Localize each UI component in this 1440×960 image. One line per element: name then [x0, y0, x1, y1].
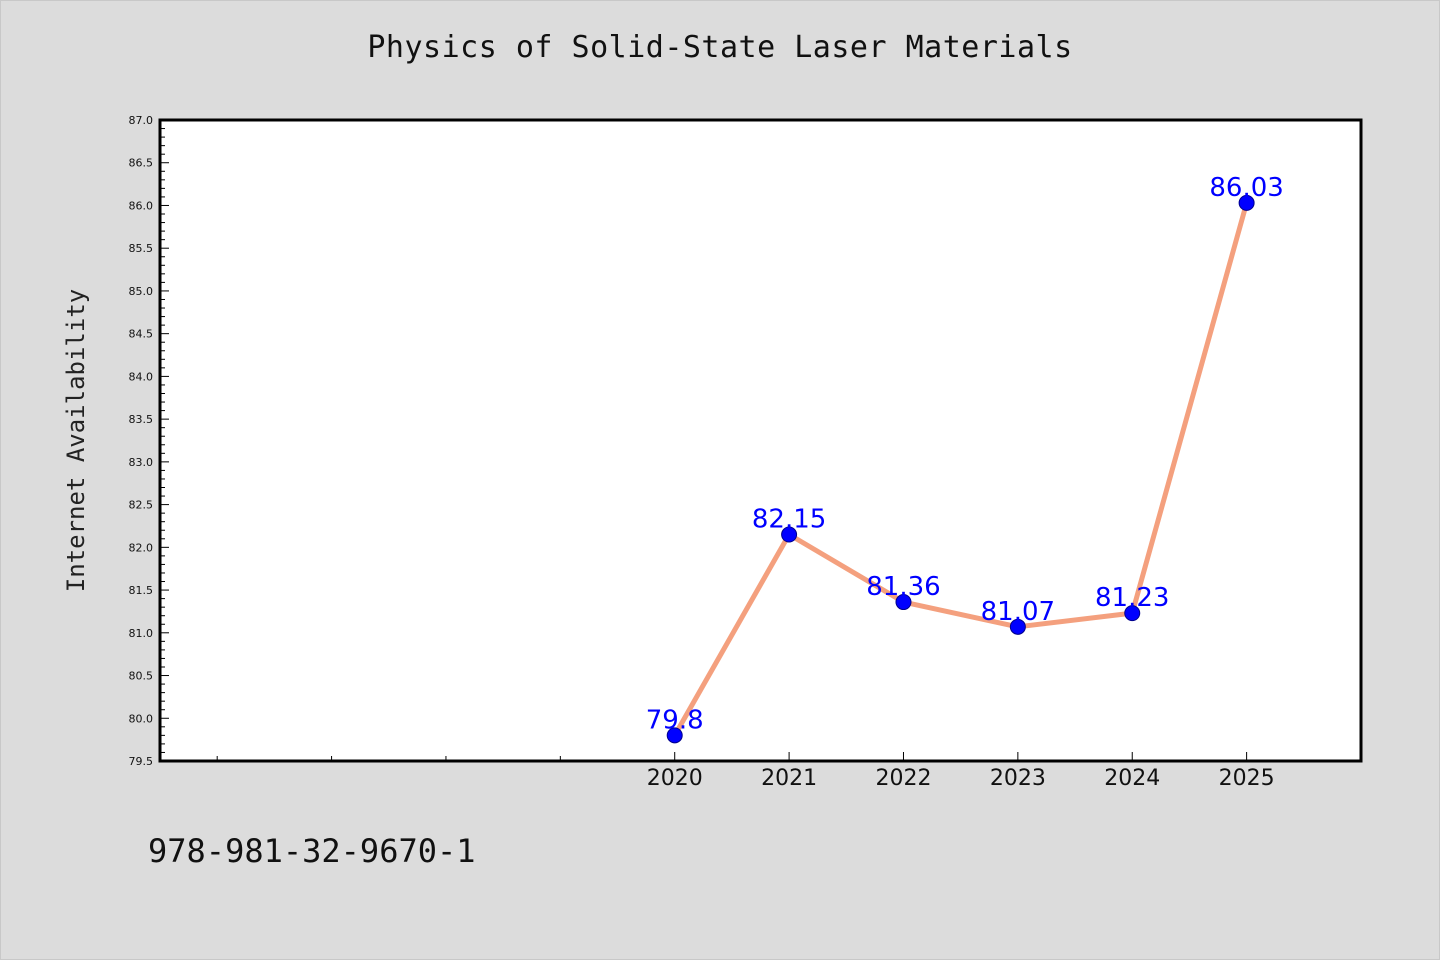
y-tick-label: 80.0 [129, 712, 154, 725]
data-label: 86.03 [1209, 173, 1283, 203]
y-tick-label: 82.0 [129, 541, 154, 554]
x-tick-label: 2020 [647, 766, 703, 791]
y-tick-label: 83.5 [129, 413, 154, 426]
y-tick-label: 84.0 [129, 370, 154, 383]
y-axis-label: Internet Availability [62, 289, 90, 592]
data-point [781, 526, 798, 543]
data-point [1238, 194, 1255, 211]
data-label: 81.23 [1095, 583, 1169, 613]
x-axis: 2020 2021 2022 2023 2024 2025 [216, 752, 1275, 791]
y-tick-label: 82.5 [129, 499, 154, 512]
y-tick-label: 87.0 [129, 114, 154, 127]
x-tick-label: 2023 [990, 766, 1046, 791]
y-tick-label: 85.0 [129, 285, 154, 298]
data-label: 79.8 [646, 705, 704, 735]
series-markers [666, 194, 1255, 744]
x-tick-label: 2024 [1104, 766, 1160, 791]
data-point [1009, 618, 1026, 635]
y-tick-label: 83.0 [129, 456, 154, 469]
plot-area [160, 120, 1361, 761]
y-axis: 79.5 80.0 80.5 81.0 81.5 82.0 82.5 83.0 83.5 84.0… [129, 114, 169, 768]
data-point [666, 727, 683, 744]
data-label: 81.36 [866, 572, 940, 602]
y-tick-label: 81.0 [129, 627, 154, 640]
y-tick-label: 79.5 [129, 755, 154, 768]
data-point [1124, 605, 1141, 622]
y-tick-label: 86.5 [129, 157, 154, 170]
data-label: 82.15 [752, 505, 826, 535]
plot-border [158, 118, 1363, 763]
data-point [895, 594, 912, 611]
x-tick-label: 2021 [761, 766, 817, 791]
y-tick-label: 85.5 [129, 242, 154, 255]
y-tick-label: 84.5 [129, 328, 154, 341]
isbn-text: 978-981-32-9670-1 [148, 832, 476, 870]
y-tick-label: 80.5 [129, 670, 154, 683]
y-tick-label: 81.5 [129, 584, 154, 597]
y-tick-label: 86.0 [129, 199, 154, 212]
data-label: 81.07 [981, 597, 1055, 627]
series-line [672, 200, 1250, 738]
x-tick-label: 2025 [1219, 766, 1275, 791]
x-tick-label: 2022 [875, 766, 931, 791]
data-labels: 79.8 82.15 81.36 81.07 81.23 86.03 [646, 173, 1284, 735]
chart-title: Physics of Solid-State Laser Materials [367, 30, 1073, 65]
